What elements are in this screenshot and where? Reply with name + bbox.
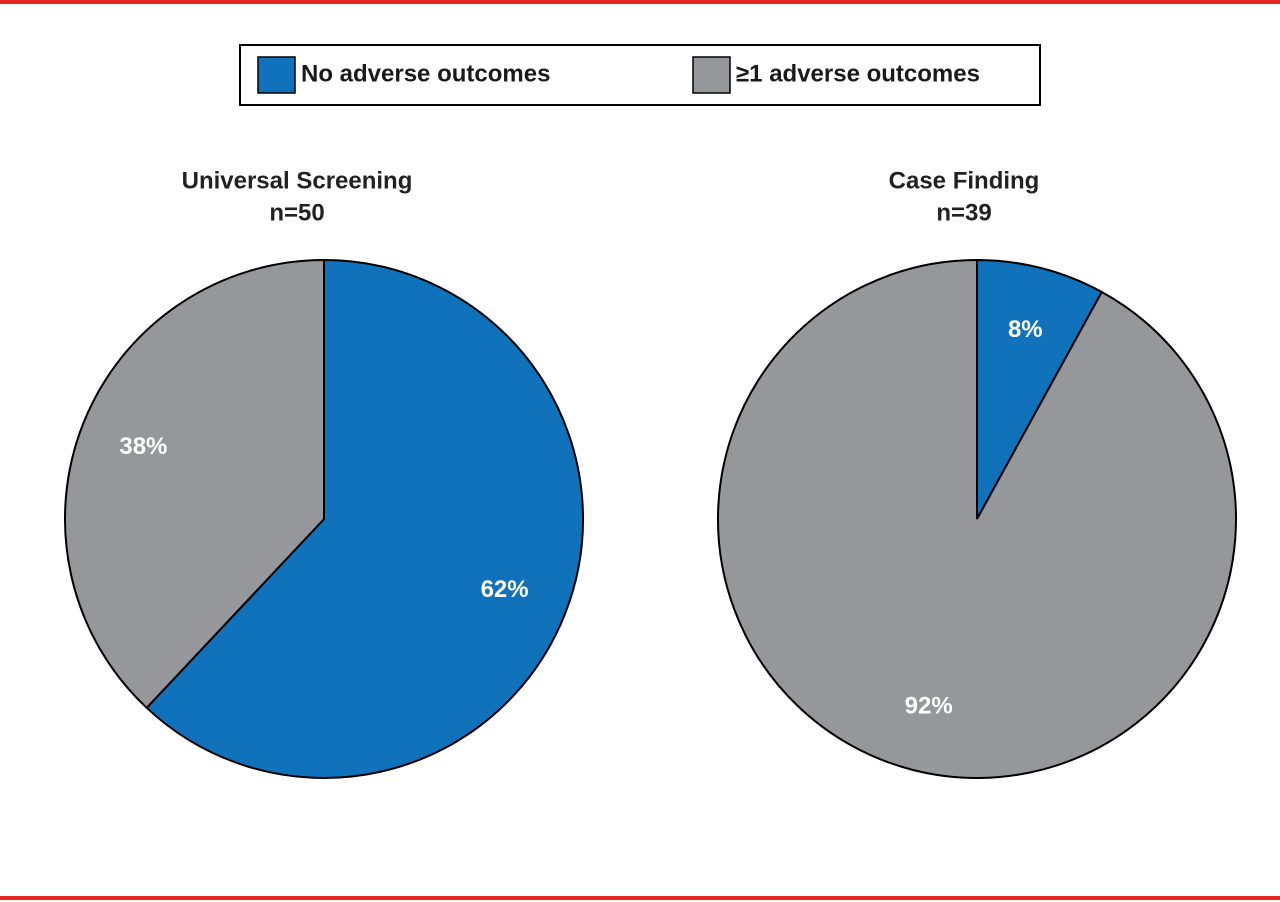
chart-subtitle: n=39: [936, 199, 991, 226]
slice-label: 38%: [119, 433, 167, 460]
legend-box: [239, 44, 1041, 106]
slice-label: 92%: [905, 692, 953, 719]
legend-label: ≥1 adverse outcomes: [736, 60, 980, 87]
slice-label: 62%: [481, 576, 529, 603]
slice-label: 8%: [1008, 316, 1043, 343]
chart-title: Universal Screening: [182, 167, 413, 194]
pie-slice: [717, 258, 1237, 779]
legend-label: No adverse outcomes: [301, 60, 550, 87]
chart-title: Case Finding: [889, 167, 1040, 194]
top-rule: [0, 0, 1280, 4]
pie-slice: [64, 258, 325, 710]
chart-subtitle: n=50: [269, 199, 324, 226]
bottom-rule: [0, 896, 1280, 900]
pie-slice: [145, 258, 584, 779]
legend-swatch: [257, 56, 296, 94]
legend-swatch: [692, 56, 731, 94]
pie-slice: [976, 258, 1104, 520]
